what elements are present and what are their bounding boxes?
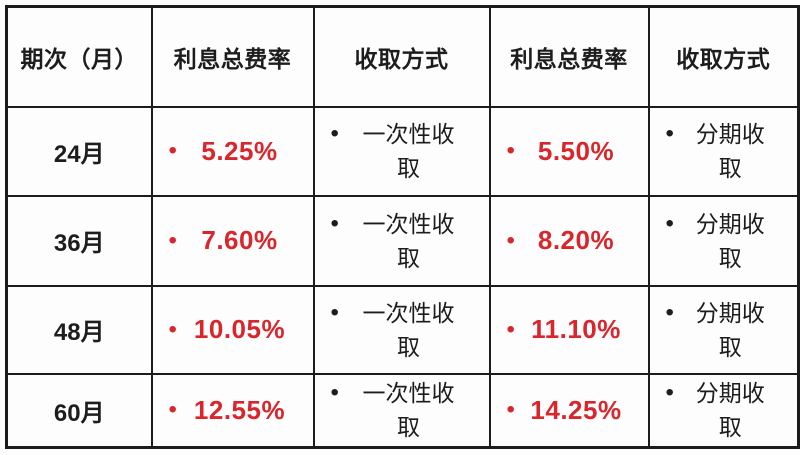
period-cell: 48月 <box>5 284 153 375</box>
rate-once-value: 10.05% <box>193 314 286 344</box>
header-method-installment: 收取方式 <box>647 5 800 108</box>
method-installment-label: 分期收 取 <box>695 210 765 271</box>
rate-once-value: 5.25% <box>201 135 278 166</box>
rate-installment-cell: • 11.10% <box>488 284 650 375</box>
method-once-cell: • 一次性收 取 <box>312 372 491 449</box>
table-row: 24月 • 5.25% • 一次性收 取 • 5.50% • 分期收 取 <box>5 105 800 197</box>
rate-installment-value: 14.25% <box>530 394 622 425</box>
rate-once-cell: • 10.05% <box>150 284 315 375</box>
rate-once-value: 12.55% <box>193 394 286 425</box>
table-row: 48月 • 10.05% • 一次性收 取 • 11.10% • 分期收 取 <box>5 284 800 375</box>
rate-installment-cell: • 8.20% <box>488 194 650 287</box>
rate-installment-value: 5.50% <box>537 135 615 166</box>
header-rate-once: 利息总费率 <box>150 5 315 108</box>
bullet-icon: • <box>665 379 674 407</box>
bullet-icon: • <box>330 379 339 407</box>
bullet-icon: • <box>330 298 339 326</box>
bullet-icon: • <box>665 209 674 237</box>
method-installment-cell: • 分期收 取 <box>647 284 800 375</box>
table-row: 60月 • 12.55% • 一次性收 取 • 14.25% • 分期收 取 <box>5 372 800 449</box>
rate-once-cell: • 12.55% <box>150 372 315 449</box>
method-once-cell: • 一次性收 取 <box>312 105 491 197</box>
header-period: 期次（月） <box>5 5 153 108</box>
method-installment-cell: • 分期收 取 <box>647 372 800 449</box>
method-installment-label: 分期收 取 <box>695 380 765 441</box>
rate-once-cell: • 5.25% <box>150 105 315 197</box>
interest-rate-table: 期次（月） 利息总费率 收取方式 利息总费率 收取方式 24月 • 5.25% … <box>5 5 800 449</box>
method-installment-cell: • 分期收 取 <box>647 194 800 287</box>
bullet-icon: • <box>168 137 177 164</box>
header-row: 期次（月） 利息总费率 收取方式 利息总费率 收取方式 <box>5 5 800 108</box>
method-installment-cell: • 分期收 取 <box>647 105 800 197</box>
bullet-icon: • <box>168 396 177 424</box>
method-installment-label: 分期收 取 <box>695 299 765 360</box>
period-cell: 36月 <box>5 194 153 287</box>
rate-installment-cell: • 14.25% <box>488 372 650 449</box>
bullet-icon: • <box>330 209 339 237</box>
header-rate-installment: 利息总费率 <box>488 5 650 108</box>
method-once-cell: • 一次性收 取 <box>312 194 491 287</box>
bullet-icon: • <box>506 315 515 343</box>
bullet-icon: • <box>168 226 177 254</box>
rate-installment-value: 8.20% <box>537 225 615 255</box>
bullet-icon: • <box>506 226 515 254</box>
rate-once-cell: • 7.60% <box>150 194 315 287</box>
method-once-label: 一次性收 取 <box>362 380 455 441</box>
method-once-label: 一次性收 取 <box>362 210 455 271</box>
bullet-icon: • <box>665 120 674 147</box>
period-cell: 60月 <box>5 372 153 449</box>
rate-installment-cell: • 5.50% <box>488 105 650 197</box>
method-once-cell: • 一次性收 取 <box>312 284 491 375</box>
bullet-icon: • <box>506 137 515 164</box>
header-method-once: 收取方式 <box>312 5 491 108</box>
bullet-icon: • <box>330 120 339 147</box>
table-row: 36月 • 7.60% • 一次性收 取 • 8.20% • 分期收 取 <box>5 194 800 287</box>
bullet-icon: • <box>168 315 177 343</box>
bullet-icon: • <box>665 298 674 326</box>
method-installment-label: 分期收 取 <box>695 121 765 181</box>
bullet-icon: • <box>506 396 515 424</box>
rate-once-value: 7.60% <box>201 225 278 255</box>
method-once-label: 一次性收 取 <box>362 121 455 181</box>
method-once-label: 一次性收 取 <box>362 299 455 360</box>
rate-installment-value: 11.10% <box>531 314 621 344</box>
period-cell: 24月 <box>5 105 153 197</box>
